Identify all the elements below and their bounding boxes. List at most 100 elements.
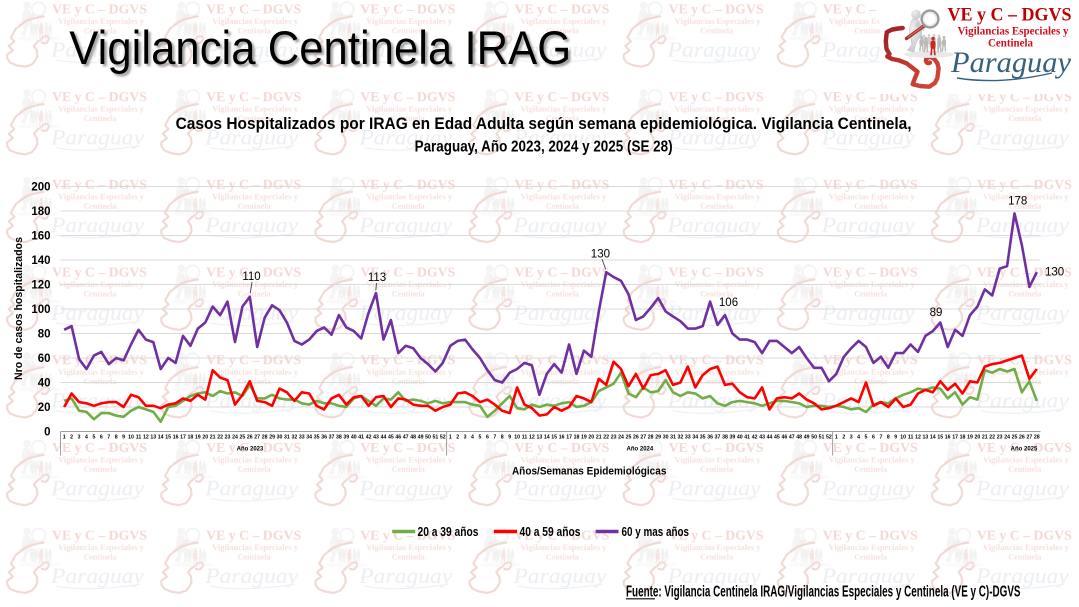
svg-text:52: 52 [440, 435, 446, 441]
svg-text:35: 35 [700, 435, 706, 441]
svg-text:24: 24 [232, 435, 238, 441]
svg-text:49: 49 [804, 435, 810, 441]
svg-text:47: 47 [403, 435, 409, 441]
svg-text:21: 21 [210, 435, 216, 441]
svg-text:33: 33 [299, 435, 305, 441]
svg-text:15: 15 [551, 435, 557, 441]
svg-text:18: 18 [960, 435, 966, 441]
svg-text:17: 17 [566, 435, 572, 441]
svg-text:4: 4 [857, 435, 860, 441]
svg-text:38: 38 [336, 435, 342, 441]
svg-text:12: 12 [915, 435, 921, 441]
svg-text:Paraguay: Paraguay [950, 46, 1072, 79]
svg-text:Años/Semanas Epidemiológicas: Años/Semanas Epidemiológicas [512, 466, 667, 478]
svg-text:17: 17 [180, 435, 186, 441]
svg-text:20: 20 [202, 435, 208, 441]
svg-text:20: 20 [975, 435, 981, 441]
svg-text:45: 45 [774, 435, 780, 441]
svg-text:200: 200 [31, 182, 50, 194]
svg-text:49: 49 [418, 435, 424, 441]
svg-text:50: 50 [811, 435, 817, 441]
svg-text:35: 35 [314, 435, 320, 441]
svg-text:5: 5 [865, 435, 868, 441]
svg-text:37: 37 [329, 435, 335, 441]
svg-text:27: 27 [640, 435, 646, 441]
svg-text:113: 113 [368, 272, 386, 284]
svg-text:12: 12 [529, 435, 535, 441]
svg-text:37: 37 [715, 435, 721, 441]
svg-text:14: 14 [158, 435, 164, 441]
svg-text:31: 31 [670, 435, 676, 441]
svg-text:43: 43 [373, 435, 379, 441]
svg-text:25: 25 [626, 435, 632, 441]
svg-text:40 a 59 años: 40 a 59 años [520, 525, 581, 539]
svg-text:80: 80 [38, 329, 51, 341]
svg-text:9: 9 [508, 435, 511, 441]
svg-text:21: 21 [596, 435, 602, 441]
svg-text:12: 12 [143, 435, 149, 441]
svg-text:25: 25 [1012, 435, 1018, 441]
svg-text:VE y C – DGVS: VE y C – DGVS [948, 5, 1072, 26]
svg-text:48: 48 [410, 435, 416, 441]
svg-text:39: 39 [730, 435, 736, 441]
svg-text:6: 6 [872, 435, 875, 441]
svg-text:19: 19 [195, 435, 201, 441]
svg-text:24: 24 [618, 435, 624, 441]
svg-text:45: 45 [388, 435, 394, 441]
svg-text:9: 9 [122, 435, 125, 441]
svg-text:140: 140 [31, 255, 50, 267]
svg-text:44: 44 [381, 435, 387, 441]
svg-text:52: 52 [826, 435, 832, 441]
svg-text:22: 22 [217, 435, 223, 441]
svg-text:14: 14 [930, 435, 936, 441]
svg-text:36: 36 [707, 435, 713, 441]
svg-text:20: 20 [588, 435, 594, 441]
svg-text:27: 27 [1027, 435, 1033, 441]
svg-text:40: 40 [38, 378, 51, 390]
svg-text:26: 26 [247, 435, 253, 441]
svg-text:19: 19 [581, 435, 587, 441]
svg-text:22: 22 [603, 435, 609, 441]
svg-text:2: 2 [842, 435, 845, 441]
svg-text:Año 2025: Año 2025 [1011, 447, 1038, 453]
svg-text:160: 160 [31, 231, 50, 243]
svg-text:28: 28 [648, 435, 654, 441]
svg-text:46: 46 [395, 435, 401, 441]
svg-text:26: 26 [1019, 435, 1025, 441]
svg-text:20: 20 [38, 402, 51, 414]
svg-text:1: 1 [835, 435, 838, 441]
svg-text:3: 3 [850, 435, 853, 441]
svg-text:42: 42 [366, 435, 372, 441]
svg-text:180: 180 [31, 206, 50, 218]
svg-text:Fuente: Vigilancia Centinela: Fuente: Vigilancia Centinela IRAG/Vigila… [626, 584, 1021, 601]
svg-text:21: 21 [982, 435, 988, 441]
svg-text:24: 24 [1004, 435, 1010, 441]
svg-text:16: 16 [945, 435, 951, 441]
svg-text:48: 48 [796, 435, 802, 441]
svg-text:13: 13 [537, 435, 543, 441]
svg-text:23: 23 [997, 435, 1003, 441]
svg-text:23: 23 [611, 435, 617, 441]
svg-text:2: 2 [70, 435, 73, 441]
svg-text:60 y mas años: 60 y mas años [622, 525, 690, 539]
svg-text:26: 26 [633, 435, 639, 441]
svg-text:27: 27 [254, 435, 260, 441]
svg-text:1: 1 [449, 435, 452, 441]
svg-text:16: 16 [559, 435, 565, 441]
svg-text:130: 130 [1045, 267, 1064, 279]
svg-text:106: 106 [719, 297, 738, 309]
svg-text:15: 15 [937, 435, 943, 441]
svg-text:34: 34 [692, 435, 698, 441]
svg-text:18: 18 [574, 435, 580, 441]
svg-text:11: 11 [522, 435, 528, 441]
svg-text:46: 46 [782, 435, 788, 441]
svg-text:30: 30 [663, 435, 669, 441]
svg-text:Vigilancias Especiales y: Vigilancias Especiales y [958, 26, 1069, 38]
svg-text:30: 30 [277, 435, 283, 441]
svg-text:33: 33 [685, 435, 691, 441]
svg-text:Nro de casos hospitalizados: Nro de casos hospitalizados [13, 237, 25, 380]
svg-text:4: 4 [471, 435, 474, 441]
svg-text:Vigilancia Centinela IRAG: Vigilancia Centinela IRAG [69, 22, 571, 75]
svg-text:13: 13 [923, 435, 929, 441]
svg-text:50: 50 [425, 435, 431, 441]
